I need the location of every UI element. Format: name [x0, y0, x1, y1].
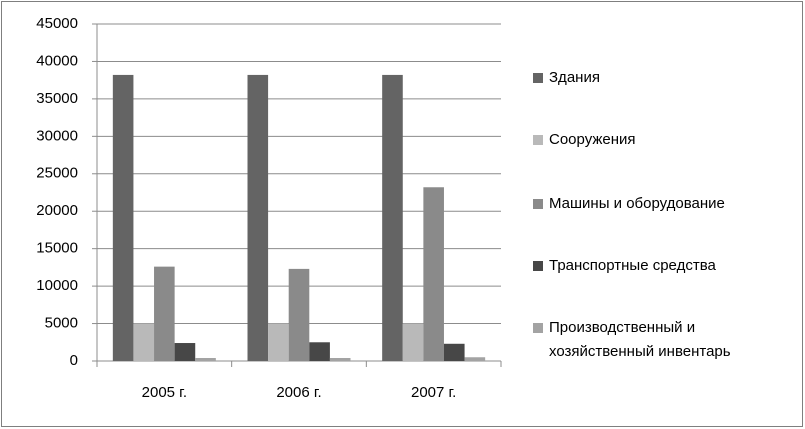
legend-swatch: [533, 73, 543, 83]
bar: [112, 74, 134, 362]
y-tick-label: 20000: [36, 202, 78, 219]
y-tick-label: 45000: [36, 15, 78, 32]
bar: [382, 74, 403, 362]
x-tick-label: 2007 г.: [411, 384, 456, 401]
y-tick-label: 10000: [36, 277, 78, 294]
bar: [423, 187, 444, 361]
legend-item: Машины и оборудование: [533, 192, 789, 216]
y-tick-label: 15000: [36, 240, 78, 257]
y-tick-label: 5000: [45, 315, 78, 332]
x-tick-label: 2005 г.: [142, 384, 187, 401]
bar: [402, 323, 424, 361]
y-tick-label: 40000: [36, 52, 78, 69]
bar: [247, 74, 269, 362]
legend-swatch: [533, 261, 543, 271]
y-tick-label: 35000: [36, 90, 78, 107]
bar: [133, 323, 155, 361]
y-tick-label: 0: [70, 352, 78, 369]
legend-label: Транспортные средства: [549, 257, 716, 274]
legend-label: Здания: [549, 69, 600, 86]
y-tick-label: 30000: [36, 127, 78, 144]
bar: [195, 358, 216, 361]
bar: [288, 268, 310, 361]
x-tick-label: 2006 г.: [276, 384, 321, 401]
legend-swatch: [533, 323, 543, 333]
legend-item: Производственный и хозяйственный инвента…: [533, 316, 789, 364]
bar: [443, 343, 465, 361]
bar: [309, 342, 330, 361]
bar: [268, 323, 289, 361]
legend-label: Машины и оборудование: [549, 195, 725, 212]
bar: [464, 357, 486, 361]
legend-label: Производственный и хозяйственный инвента…: [549, 319, 731, 360]
legend-item: Транспортные средства: [533, 254, 789, 278]
legend-label: Сооружения: [549, 131, 636, 148]
bar: [329, 358, 351, 361]
legend-item: Здания: [533, 66, 789, 90]
legend-swatch: [533, 135, 543, 145]
bar: [174, 343, 196, 361]
y-tick-label: 25000: [36, 165, 78, 182]
legend-swatch: [533, 199, 543, 209]
legend-item: Сооружения: [533, 128, 789, 152]
bar: [154, 266, 175, 361]
